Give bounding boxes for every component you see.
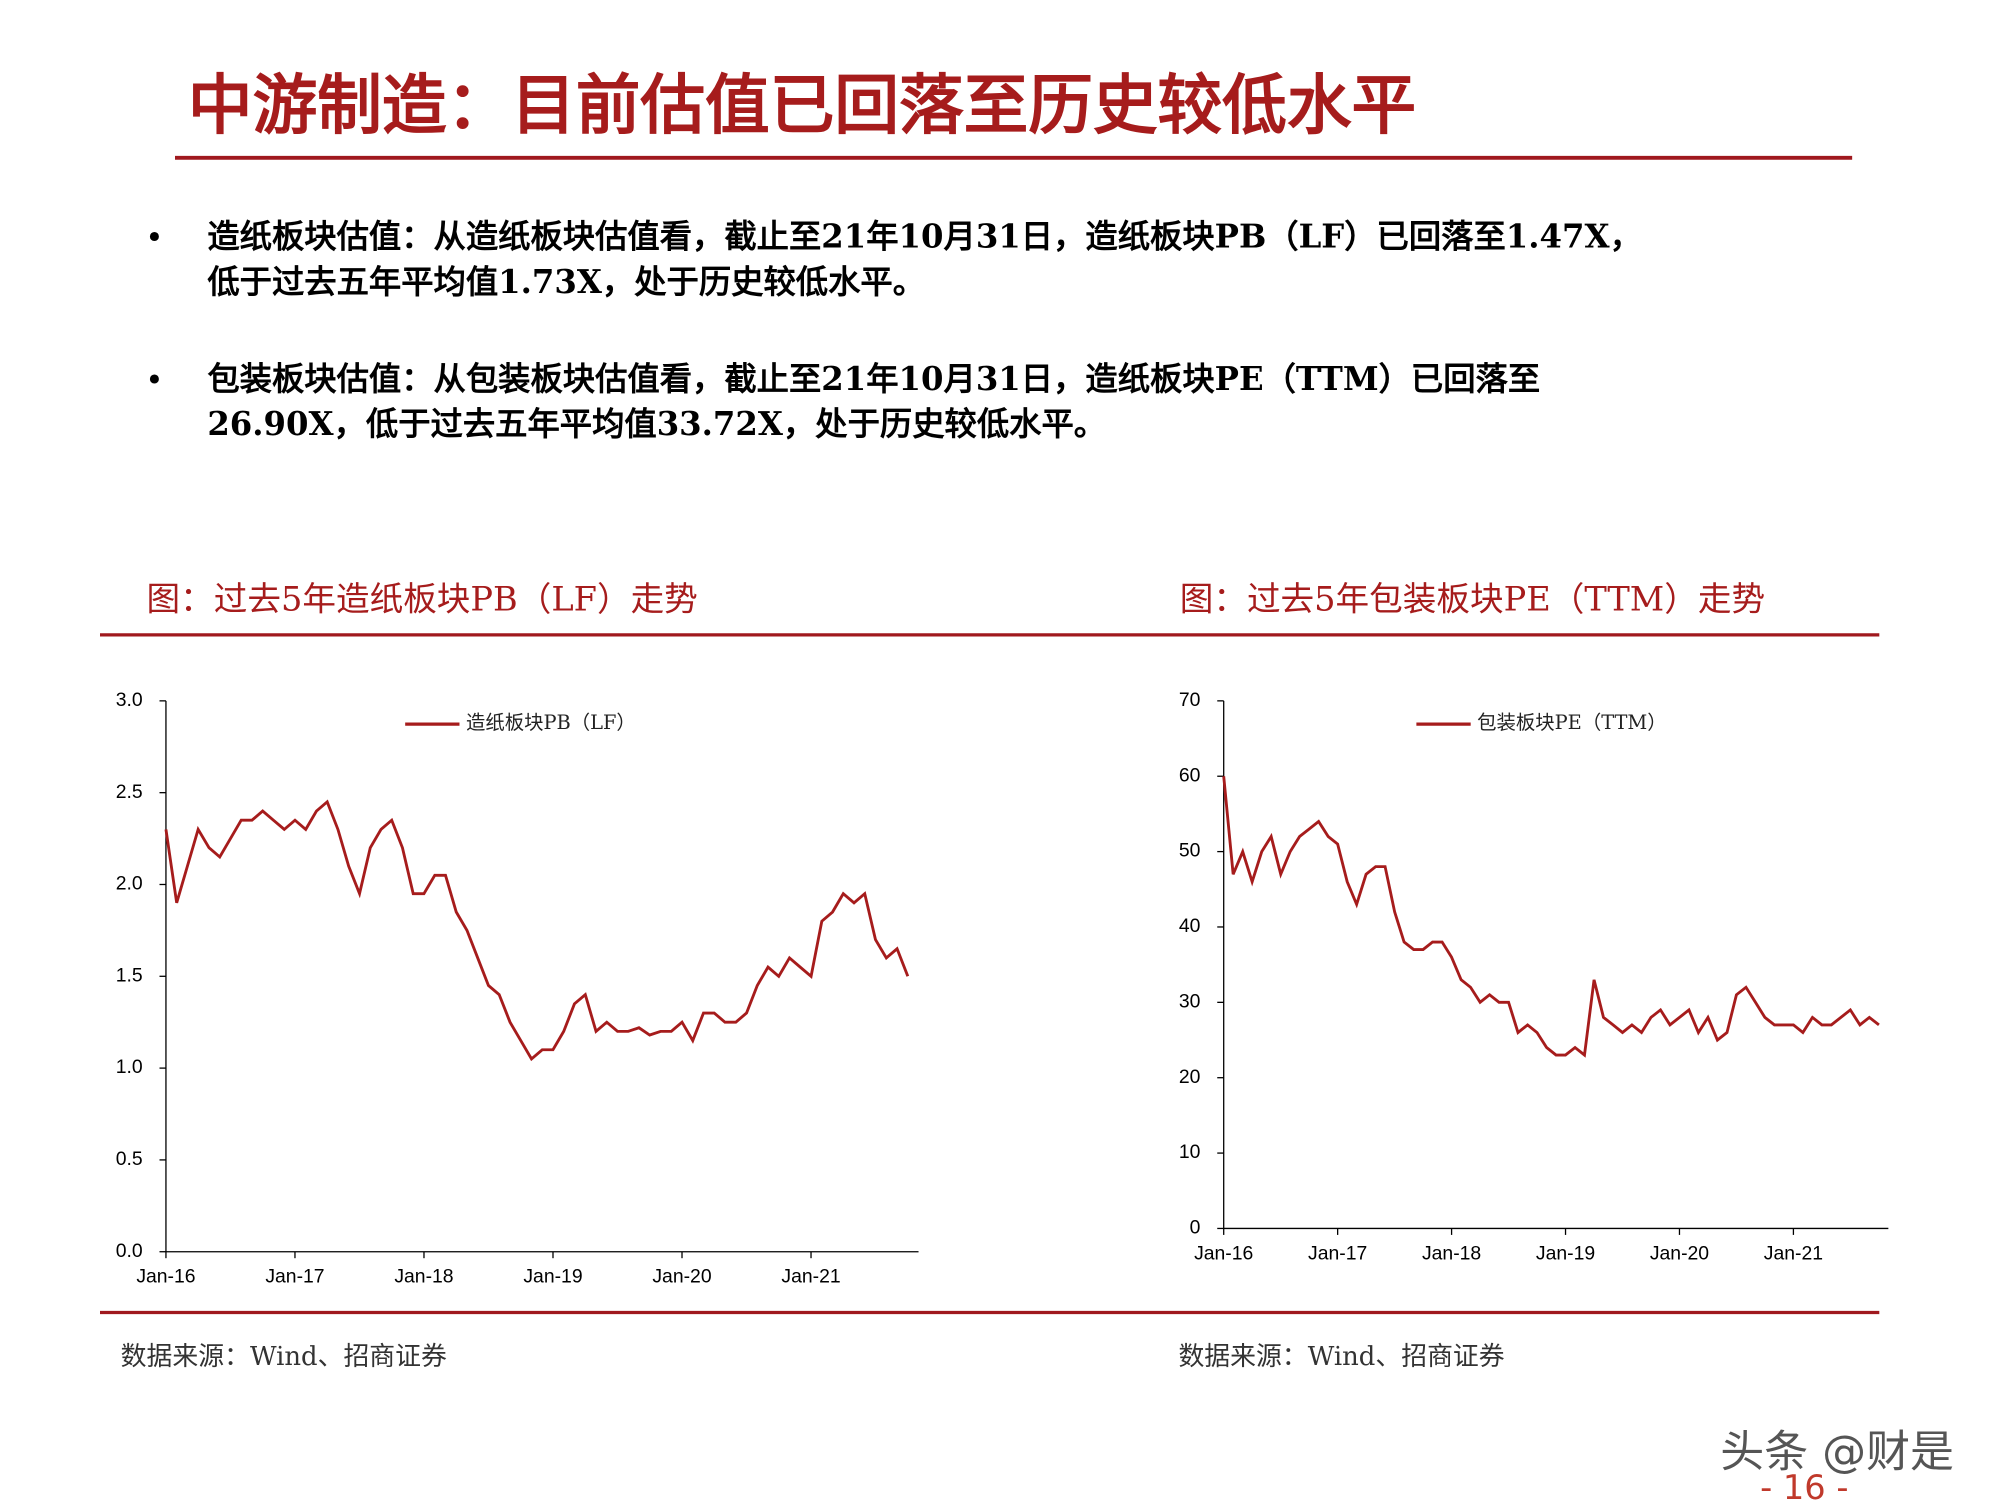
y-tick-label: 40 (1179, 915, 1201, 937)
bullet-line: 26.90X，低于过去五年平均值33.72X，处于历史较低水平。 (207, 405, 1106, 443)
chart-caption: 图：过去5年包装板块PE（TTM）走势 (1180, 579, 1765, 618)
x-tick-label: Jan-18 (394, 1266, 453, 1288)
x-tick-label: Jan-19 (523, 1266, 582, 1288)
y-tick-label: 0.5 (116, 1148, 143, 1170)
x-tick-label: Jan-18 (1422, 1242, 1481, 1264)
chart-source: 数据来源：Wind、招商证券 (121, 1342, 447, 1372)
y-tick-label: 30 (1179, 990, 1201, 1012)
x-tick-label: Jan-17 (1308, 1242, 1367, 1264)
bullet-line: 低于过去五年平均值1.73X，处于历史较低水平。 (206, 263, 925, 301)
y-tick-label: 2.5 (116, 781, 143, 803)
y-tick-label: 0.0 (116, 1240, 143, 1262)
y-tick-label: 50 (1179, 840, 1201, 862)
bullet-dot: • (145, 220, 163, 256)
x-tick-label: Jan-20 (652, 1266, 711, 1288)
y-tick-label: 60 (1179, 764, 1201, 786)
x-tick-label: Jan-20 (1650, 1242, 1709, 1264)
y-tick-label: 1.5 (116, 964, 143, 986)
legend-label: 造纸板块PB（LF） (466, 711, 636, 734)
y-tick-label: 1.0 (116, 1056, 143, 1078)
data-line (1222, 776, 1880, 1058)
y-tick-label: 70 (1179, 689, 1201, 711)
bullet-line: 包装板块估值：从包装板块估值看，截止至21年10月31日，造纸板块PE（TTM）… (207, 360, 1540, 398)
slide-title: 中游制造：目前估值已回落至历史较低水平 (188, 68, 1416, 143)
x-tick-label: Jan-17 (265, 1266, 324, 1288)
bullet-dot: • (145, 362, 163, 398)
x-tick-label: Jan-19 (1536, 1242, 1595, 1264)
y-tick-label: 2.0 (116, 873, 143, 895)
data-line (164, 799, 910, 1062)
x-tick-label: Jan-21 (1764, 1242, 1823, 1264)
y-tick-label: 20 (1179, 1066, 1201, 1088)
x-tick-label: Jan-16 (1194, 1242, 1253, 1264)
y-tick-label: 10 (1179, 1141, 1201, 1163)
y-tick-label: 3.0 (116, 689, 143, 711)
legend-label: 包装板块PE（TTM） (1477, 711, 1666, 734)
bullet-line: 造纸板块估值：从造纸板块估值看，截止至21年10月31日，造纸板块PB（LF）已… (207, 218, 1642, 256)
watermark: 头条 @财是 (1720, 1427, 1954, 1478)
chart-caption: 图：过去5年造纸板块PB（LF）走势 (147, 579, 698, 618)
x-tick-label: Jan-21 (781, 1266, 840, 1288)
chart-source: 数据来源：Wind、招商证券 (1178, 1342, 1504, 1372)
x-tick-label: Jan-16 (136, 1266, 195, 1288)
y-tick-label: 0 (1190, 1217, 1201, 1239)
page-number: - 16 - (1760, 1468, 1848, 1500)
